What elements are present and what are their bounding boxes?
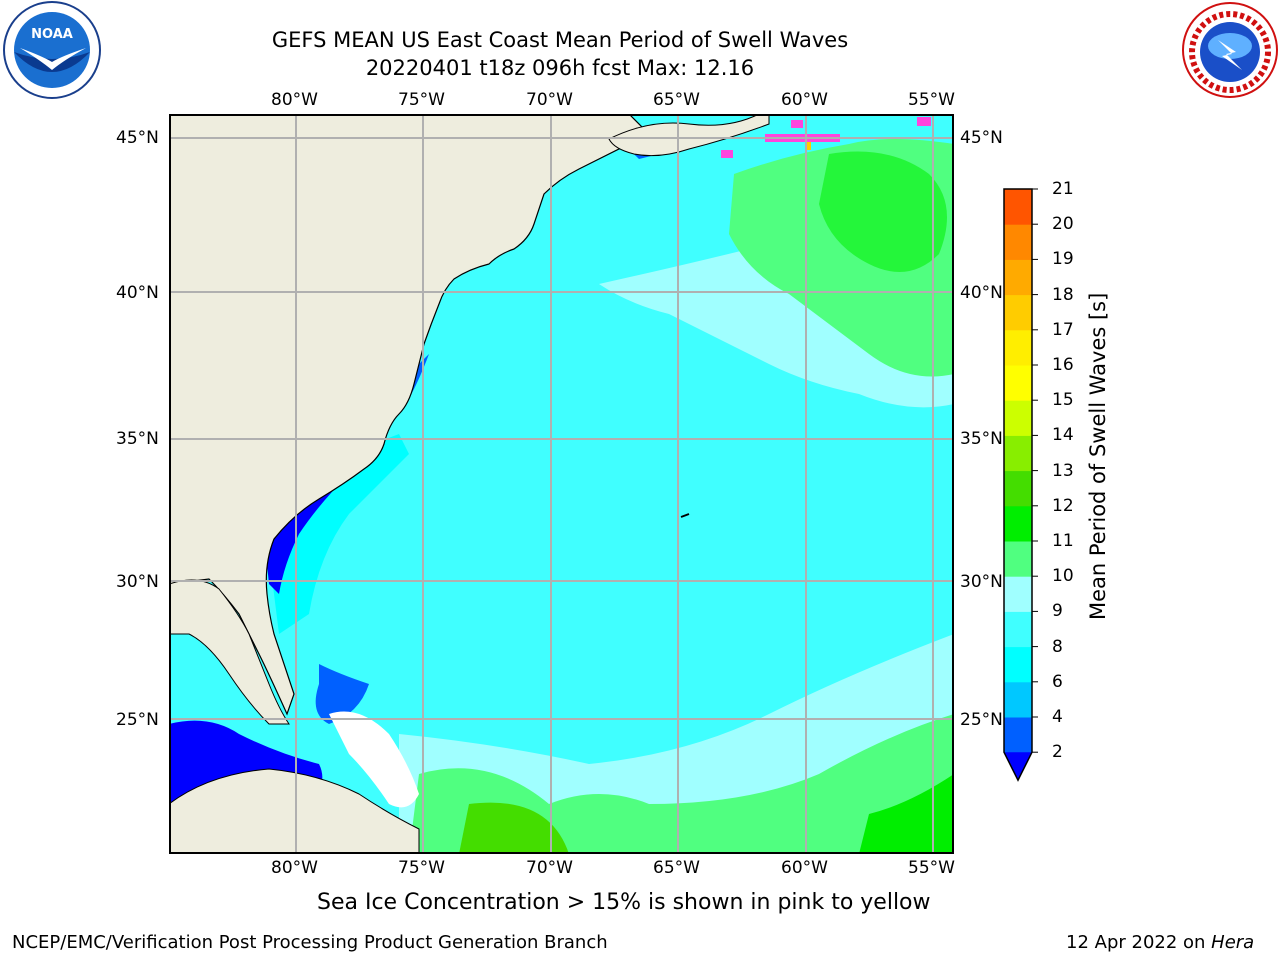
colorbar-tick-label: 20 xyxy=(1052,214,1074,235)
sea-ice-patch xyxy=(721,150,733,158)
map-subtitle: 20220401 t18z 096h fcst Max: 12.16 xyxy=(365,56,755,80)
colorbar xyxy=(1003,188,1038,782)
colorbar-segment xyxy=(1004,470,1032,507)
colorbar-segment xyxy=(1004,294,1032,331)
swell-band-11s-south xyxy=(459,802,569,854)
footer-branch: NCEP/EMC/Verification Post Processing Pr… xyxy=(12,932,608,953)
gulf-shallow-4s xyxy=(315,664,369,724)
colorbar-tick-label: 13 xyxy=(1052,460,1074,481)
colorbar-outline xyxy=(1003,188,1033,782)
sea-ice-patch xyxy=(917,117,931,126)
bermuda xyxy=(680,513,690,518)
colorbar-segment xyxy=(1004,400,1032,436)
lat-label-left: 30°N xyxy=(116,572,159,592)
swell-period-map xyxy=(169,114,954,854)
lon-label-bottom: 80°W xyxy=(271,858,318,878)
lat-label-right: 40°N xyxy=(960,283,1003,303)
colorbar-segment xyxy=(1004,435,1032,472)
colorbar-tick-label: 17 xyxy=(1052,319,1074,340)
lon-label-top: 65°W xyxy=(653,90,700,110)
lat-label-right: 45°N xyxy=(960,128,1003,148)
colorbar-segment xyxy=(1004,329,1032,366)
colorbar-under-extension xyxy=(1004,752,1032,781)
noaa-logo-text: NOAA xyxy=(31,27,73,42)
lon-label-bottom: 60°W xyxy=(781,858,828,878)
lat-label-right: 25°N xyxy=(960,710,1003,730)
lon-label-top: 80°W xyxy=(271,90,318,110)
colorbar-tick-label: 11 xyxy=(1052,531,1074,551)
colorbar-tick-label: 16 xyxy=(1052,355,1074,375)
nearshore-band-2s xyxy=(264,459,359,594)
lat-label-left: 25°N xyxy=(116,710,159,730)
lon-label-bottom: 65°W xyxy=(653,858,700,878)
colorbar-segment xyxy=(1004,576,1032,612)
colorbar-tick-label: 14 xyxy=(1052,425,1074,446)
colorbar-segment xyxy=(1004,717,1032,753)
noaa-logo: NOAA xyxy=(3,1,101,99)
colorbar-tick-label: 8 xyxy=(1052,636,1063,657)
colorbar-tick-label: 21 xyxy=(1052,179,1074,199)
colorbar-segment xyxy=(1004,259,1032,296)
sea-ice-patch xyxy=(805,142,811,150)
lon-label-top: 60°W xyxy=(781,90,828,110)
map-title: GEFS MEAN US East Coast Mean Period of S… xyxy=(271,28,849,52)
colorbar-tick-label: 19 xyxy=(1052,249,1074,270)
colorbar-tick-label: 12 xyxy=(1052,495,1074,516)
lat-label-left: 40°N xyxy=(116,283,159,303)
sea-ice-note: Sea Ice Concentration > 15% is shown in … xyxy=(317,890,931,915)
lat-label-left: 45°N xyxy=(116,128,159,148)
lon-label-bottom: 55°W xyxy=(908,858,955,878)
lon-label-top: 55°W xyxy=(908,90,955,110)
colorbar-segment xyxy=(1004,681,1032,718)
lat-label-left: 35°N xyxy=(116,429,159,449)
footer-date: 12 Apr 2022 on Hera xyxy=(1066,932,1254,953)
land-north-america xyxy=(169,114,650,716)
sea-ice-patch xyxy=(791,120,803,128)
nearshore-band-6s xyxy=(269,434,409,634)
swell-band-11s-southeast xyxy=(859,774,954,854)
footer-date-text: 12 Apr 2022 on xyxy=(1066,932,1212,953)
footer-machine: Hera xyxy=(1211,932,1255,953)
colorbar-tick-label: 10 xyxy=(1052,566,1074,587)
graticule xyxy=(169,114,954,854)
colorbar-title: Mean Period of Swell Waves [s] xyxy=(1086,292,1110,620)
land-florida-gulf xyxy=(169,579,290,725)
colorbar-tick-label: 6 xyxy=(1052,671,1063,692)
colorbar-tick-label: 18 xyxy=(1052,284,1074,305)
swell-band-11s-northeast xyxy=(819,151,947,272)
colorbar-segment xyxy=(1004,541,1032,577)
lon-label-top: 70°W xyxy=(526,90,573,110)
colorbar-segment xyxy=(1004,365,1032,401)
colorbar-tick-label: 9 xyxy=(1052,601,1063,622)
land-cuba xyxy=(169,768,420,854)
colorbar-segment xyxy=(1004,224,1032,260)
lat-label-right: 30°N xyxy=(960,572,1003,592)
lon-label-top: 75°W xyxy=(398,90,445,110)
no-data-caribbean-north xyxy=(329,711,419,808)
lon-label-bottom: 75°W xyxy=(398,858,445,878)
colorbar-segment xyxy=(1004,505,1032,542)
lat-label-right: 35°N xyxy=(960,429,1003,449)
nws-logo xyxy=(1182,2,1278,98)
colorbar-tick-label: 2 xyxy=(1052,742,1063,763)
colorbar-tick-label: 4 xyxy=(1052,707,1063,727)
colorbar-segment xyxy=(1004,189,1032,225)
lon-label-bottom: 70°W xyxy=(526,858,573,878)
colorbar-segment xyxy=(1004,646,1032,683)
colorbar-tick-label: 15 xyxy=(1052,390,1074,411)
colorbar-segment xyxy=(1004,611,1032,648)
